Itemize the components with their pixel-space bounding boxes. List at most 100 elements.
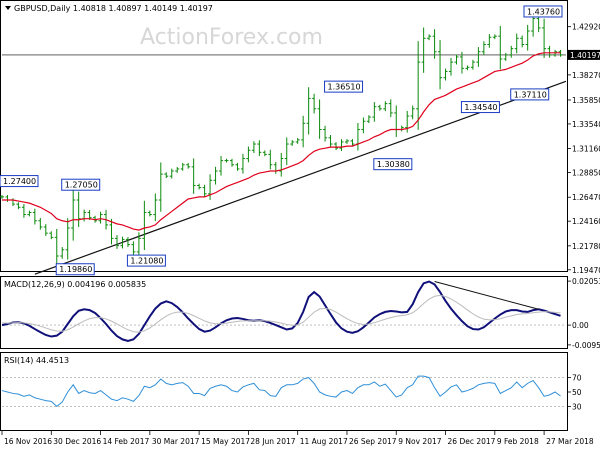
- ema-line: [2, 52, 561, 231]
- macd-trendline: [434, 281, 539, 310]
- watermark-text: ActionForex.com: [140, 25, 323, 50]
- price-bar: [449, 57, 454, 76]
- price-annotation-box: [510, 88, 550, 101]
- x-tick-label: 27 Mar 2018: [546, 437, 594, 446]
- price-bar: [306, 87, 311, 135]
- price-bar: [481, 41, 486, 56]
- price-bar: [32, 208, 37, 225]
- price-bar: [312, 93, 317, 114]
- price-bar: [520, 35, 525, 48]
- price-bar: [334, 142, 339, 151]
- price-bar: [153, 193, 158, 222]
- price-bar: [109, 218, 114, 245]
- price-bar: [301, 115, 306, 148]
- macd-line: [1, 280, 561, 342]
- macd-y-tick-label: 0.020535: [572, 277, 600, 286]
- price-annotation-box: [55, 263, 95, 276]
- price-panel-frame: [0, 0, 568, 272]
- price-bar: [229, 158, 234, 167]
- price-bar: [21, 204, 26, 218]
- price-bar: [438, 40, 443, 90]
- price-annotation-label: 1.43760: [527, 7, 560, 16]
- price-bar: [377, 104, 382, 111]
- price-annotation-label: 1.36510: [328, 83, 361, 92]
- price-y-tick-label: 1.21780: [572, 242, 600, 251]
- price-bar: [361, 117, 366, 134]
- price-annotation: 1.43760: [523, 5, 563, 18]
- macd-panel-title: MACD(12,26,9) 0.004196 0.005835: [4, 280, 146, 289]
- price-bar: [60, 246, 65, 259]
- x-tick-label: 28 Jun 2017: [250, 437, 295, 446]
- price-bar: [235, 162, 240, 171]
- price-bar: [125, 237, 130, 247]
- price-annotation: 1.36510: [324, 80, 364, 93]
- price-bar: [158, 162, 163, 212]
- price-bar: [142, 200, 147, 251]
- price-bar: [323, 125, 328, 142]
- price-bar: [383, 101, 388, 112]
- rsi-line: [1, 375, 561, 408]
- rsi-panel-frame: [0, 352, 568, 431]
- price-annotation-box: [460, 101, 500, 114]
- x-tick-label: 9 Feb 2018: [497, 437, 539, 446]
- price-bar: [164, 172, 169, 179]
- price-bar: [27, 210, 32, 217]
- price-bar: [350, 139, 355, 146]
- price-bar: [454, 54, 459, 65]
- price-bar: [251, 141, 256, 154]
- price-annotation-box: [373, 158, 413, 171]
- price-bar: [372, 102, 377, 122]
- price-annotation-label: 1.37110: [514, 90, 547, 99]
- price-annotation-box: [126, 254, 166, 267]
- price-bar: [0, 195, 4, 199]
- price-bar: [147, 210, 152, 217]
- price-y-tick-label: 1.35850: [572, 96, 600, 105]
- macd-y-tick-label: 0.00: [572, 321, 589, 330]
- price-bar: [219, 155, 224, 176]
- x-tick-label: 30 Dec 2016: [53, 437, 101, 446]
- price-title: GBPUSD,Daily 1.40818 1.40897 1.40149 1.4…: [5, 4, 213, 13]
- price-bar: [503, 53, 508, 61]
- price-layer: 1.27400 1.27050 1.19860 1.21080 1.36510 1.303…: [0, 5, 567, 276]
- price-bar: [49, 231, 54, 240]
- current-price-label: 1.40197: [570, 51, 600, 60]
- price-bar: [427, 34, 432, 41]
- price-annotation-label: 1.21080: [130, 257, 163, 266]
- price-bar: [16, 202, 21, 210]
- price-bar: [547, 45, 552, 58]
- price-bar: [131, 241, 136, 256]
- price-bar: [136, 232, 141, 258]
- price-bar: [317, 99, 322, 139]
- price-panel-title: GBPUSD,Daily 1.40818 1.40897 1.40149 1.4…: [14, 4, 213, 13]
- price-y-tick-label: 1.33540: [572, 120, 600, 129]
- price-bar: [509, 45, 514, 58]
- macd-y-tick-label: -0.009529: [572, 341, 600, 350]
- price-bar: [268, 149, 273, 170]
- price-bar: [470, 59, 475, 70]
- price-bar: [344, 139, 349, 144]
- price-bar: [246, 146, 251, 163]
- price-bar: [76, 191, 81, 228]
- price-bar: [339, 139, 344, 151]
- price-annotation: 1.27400: [0, 175, 39, 188]
- price-bar: [492, 34, 497, 40]
- axis-layer: 1.42920 1.40197 1.38270 1.35850 1.33540 1.311…: [1, 23, 600, 446]
- price-y-tick-label: 1.24160: [572, 217, 600, 226]
- price-annotation-box: [61, 178, 101, 191]
- price-bar: [290, 140, 295, 146]
- x-tick-label: 11 Aug 2017: [300, 437, 348, 446]
- macd-layer: [1, 280, 566, 342]
- price-annotation: 1.27050: [61, 178, 101, 191]
- price-bar: [487, 33, 492, 48]
- price-bar: [388, 99, 393, 118]
- x-tick-label: 14 Feb 2017: [103, 437, 150, 446]
- price-bar: [421, 27, 426, 73]
- price-annotation: 1.30380: [373, 158, 413, 171]
- price-annotation-box: [523, 5, 563, 18]
- price-bar: [98, 211, 103, 224]
- price-bar: [71, 187, 76, 241]
- price-annotation-label: 1.27050: [65, 181, 98, 190]
- x-tick-label: 26 Sep 2017: [349, 437, 397, 446]
